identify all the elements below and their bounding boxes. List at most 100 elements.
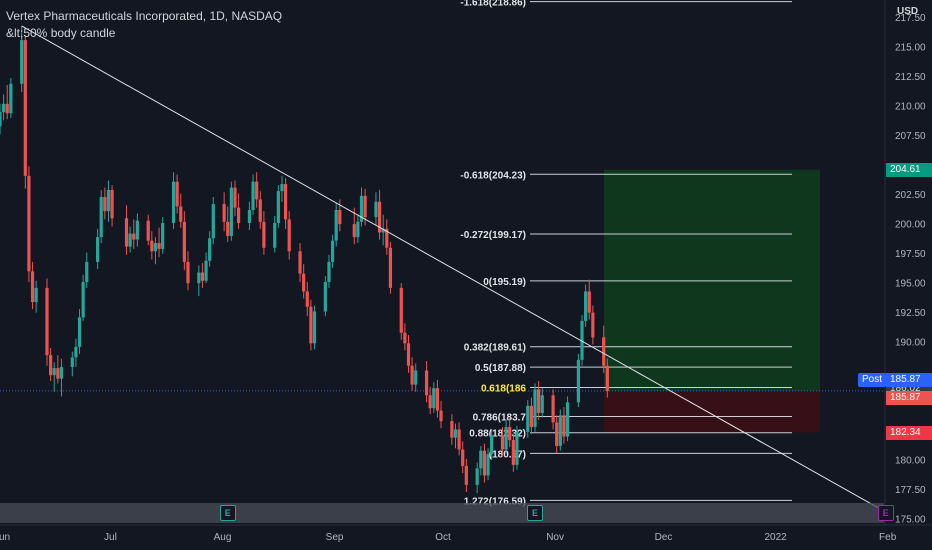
candle-body[interactable] xyxy=(85,261,89,282)
candle-body[interactable] xyxy=(388,247,393,288)
candle-body[interactable] xyxy=(45,287,49,356)
candle-body[interactable] xyxy=(323,281,327,312)
candle-body[interactable] xyxy=(81,281,85,318)
candle-body[interactable] xyxy=(529,405,534,428)
candle-body[interactable] xyxy=(175,181,179,207)
candle-body[interactable] xyxy=(464,466,468,485)
candle-body[interactable] xyxy=(226,221,230,236)
candle-body[interactable] xyxy=(410,365,414,385)
candle-body[interactable] xyxy=(305,291,309,307)
candle-body[interactable] xyxy=(338,210,342,225)
candle-body[interactable] xyxy=(602,337,606,366)
candle-body[interactable] xyxy=(110,189,114,219)
candle-body[interactable] xyxy=(49,355,53,376)
candle-body[interactable] xyxy=(540,395,544,413)
candle-body[interactable] xyxy=(453,429,458,438)
candle-body[interactable] xyxy=(52,368,56,376)
candle-body[interactable] xyxy=(233,187,237,208)
candle-body[interactable] xyxy=(312,311,317,344)
candle-body[interactable] xyxy=(146,220,150,241)
candle-body[interactable] xyxy=(128,233,132,247)
candle-body[interactable] xyxy=(283,184,288,220)
candle-body[interactable] xyxy=(511,440,515,465)
candle-body[interactable] xyxy=(605,365,609,391)
symbol-title[interactable]: Vertex Pharmaceuticals Incorporated, 1D,… xyxy=(6,9,283,23)
candle-body[interactable] xyxy=(200,272,205,281)
candle-body[interactable] xyxy=(222,204,226,222)
candle-body[interactable] xyxy=(255,181,259,200)
candle-body[interactable] xyxy=(302,273,306,292)
candle-body[interactable] xyxy=(363,195,367,218)
candle-body[interactable] xyxy=(273,222,277,248)
candle-body[interactable] xyxy=(537,389,541,413)
candle-body[interactable] xyxy=(262,221,266,248)
candle-body[interactable] xyxy=(558,415,562,446)
candle-body[interactable] xyxy=(204,260,208,281)
candle-body[interactable] xyxy=(327,261,331,282)
candle-body[interactable] xyxy=(580,320,584,360)
candle-body[interactable] xyxy=(171,181,176,223)
candle-body[interactable] xyxy=(591,312,595,338)
candle-body[interactable] xyxy=(428,395,432,409)
candle-body[interactable] xyxy=(461,449,465,467)
candle-body[interactable] xyxy=(450,421,454,438)
candle-body[interactable] xyxy=(153,243,158,252)
candle-body[interactable] xyxy=(500,435,505,450)
candle-body[interactable] xyxy=(59,366,64,379)
earnings-icon[interactable]: E xyxy=(219,505,236,521)
earnings-icon[interactable]: E xyxy=(527,505,544,521)
candle-body[interactable] xyxy=(20,40,24,84)
candle-body[interactable] xyxy=(406,343,411,366)
candle-body[interactable] xyxy=(562,415,566,437)
candle-body[interactable] xyxy=(555,422,559,446)
candle-body[interactable] xyxy=(482,450,487,476)
candle-body[interactable] xyxy=(74,346,78,358)
candle-body[interactable] xyxy=(124,218,129,247)
candle-body[interactable] xyxy=(399,287,403,333)
candle-body[interactable] xyxy=(229,187,233,236)
candle-body[interactable] xyxy=(587,291,591,313)
event-icon[interactable]: E xyxy=(877,505,894,521)
candle-body[interactable] xyxy=(280,184,284,192)
candle-body[interactable] xyxy=(551,395,555,423)
candle-body[interactable] xyxy=(475,468,479,485)
candle-body[interactable] xyxy=(56,368,60,379)
candle-body[interactable] xyxy=(435,388,440,411)
candle-body[interactable] xyxy=(106,189,111,212)
candle-body[interactable] xyxy=(30,271,35,303)
candle-body[interactable] xyxy=(504,427,508,450)
candle-body[interactable] xyxy=(23,40,27,176)
candle-body[interactable] xyxy=(247,210,252,223)
candle-body[interactable] xyxy=(414,370,418,385)
candle-body[interactable] xyxy=(508,427,512,441)
candle-body[interactable] xyxy=(179,206,183,222)
candle-body[interactable] xyxy=(34,287,38,303)
candle-body[interactable] xyxy=(96,237,100,262)
candle-body[interactable] xyxy=(432,388,436,409)
candle-body[interactable] xyxy=(377,201,382,233)
candle-body[interactable] xyxy=(135,220,139,240)
candle-body[interactable] xyxy=(5,103,9,114)
trend-line[interactable] xyxy=(21,25,886,513)
candle-body[interactable] xyxy=(211,204,215,239)
candle-body[interactable] xyxy=(208,238,212,261)
candle-body[interactable] xyxy=(9,83,13,114)
candle-body[interactable] xyxy=(334,210,338,241)
candle-body[interactable] xyxy=(533,389,537,428)
candle-body[interactable] xyxy=(186,261,190,284)
candle-body[interactable] xyxy=(197,272,201,284)
candle-body[interactable] xyxy=(157,243,161,249)
candle-body[interactable] xyxy=(381,228,385,233)
candle-body[interactable] xyxy=(276,191,280,223)
candle-body[interactable] xyxy=(298,251,302,274)
target-zone[interactable] xyxy=(604,169,820,391)
candle-body[interactable] xyxy=(103,197,107,212)
candle-body[interactable] xyxy=(479,450,483,469)
candle-body[interactable] xyxy=(576,359,580,403)
candle-body[interactable] xyxy=(526,405,530,432)
candle-body[interactable] xyxy=(2,103,6,113)
candle-body[interactable] xyxy=(486,454,490,476)
candle-body[interactable] xyxy=(584,291,588,321)
candle-body[interactable] xyxy=(352,224,356,238)
